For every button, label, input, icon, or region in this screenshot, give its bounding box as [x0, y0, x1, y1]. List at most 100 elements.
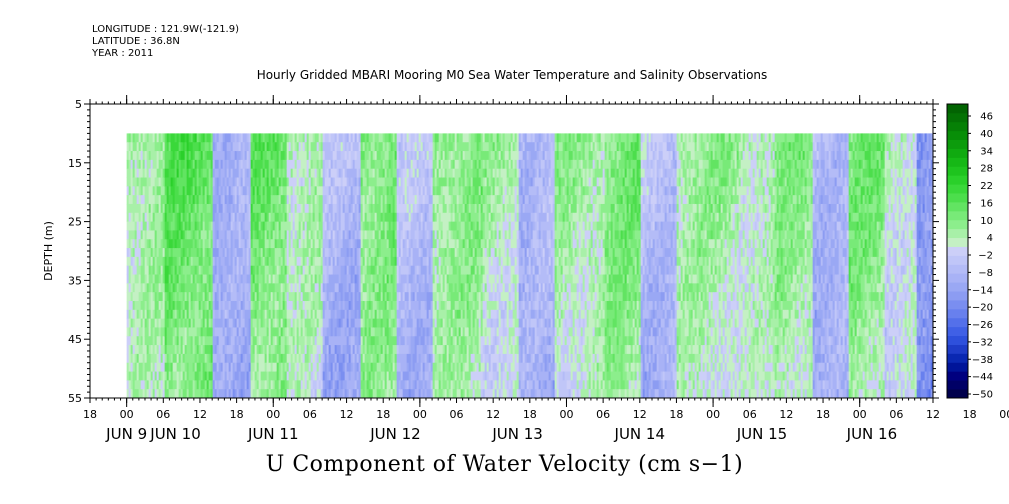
heatmap-cell	[366, 380, 370, 390]
heatmap-cell	[386, 336, 390, 346]
heatmap-cell	[126, 318, 130, 328]
heatmap-cell	[382, 230, 386, 240]
heatmap-cell	[296, 142, 300, 152]
heatmap-cell	[392, 195, 396, 205]
heatmap-cell	[142, 300, 146, 311]
heatmap-cell	[170, 345, 174, 355]
heatmap-cell	[408, 256, 412, 267]
heatmap-cell	[454, 309, 458, 320]
heatmap-cell	[256, 248, 260, 258]
heatmap-cell	[382, 203, 386, 214]
heatmap-cell	[202, 345, 206, 355]
heatmap-cell	[348, 221, 352, 231]
heatmap-cell	[140, 309, 144, 320]
heatmap-cell	[274, 230, 278, 240]
heatmap-cell	[254, 142, 258, 152]
heatmap-cell	[258, 300, 262, 311]
heatmap-cell	[168, 133, 172, 143]
heatmap-cell	[318, 248, 322, 258]
heatmap-cell	[252, 159, 256, 170]
heatmap-cell	[354, 336, 358, 346]
heatmap-cell	[160, 327, 164, 337]
heatmap-cell	[344, 212, 348, 223]
heatmap-cell	[126, 345, 130, 355]
heatmap-cell	[432, 248, 436, 258]
heatmap-cell	[156, 353, 160, 364]
heatmap-cell	[456, 265, 460, 276]
heatmap-cell	[312, 336, 316, 346]
heatmap-cell	[254, 195, 258, 205]
heatmap-cell	[192, 300, 196, 311]
heatmap-cell	[376, 274, 380, 284]
heatmap-cell	[406, 362, 410, 373]
heatmap-cell	[444, 274, 448, 284]
heatmap-cell	[350, 318, 354, 328]
heatmap-cell	[322, 300, 326, 311]
heatmap-cell	[166, 248, 170, 258]
heatmap-cell	[218, 274, 222, 284]
heatmap-cell	[258, 371, 262, 381]
heatmap-cell	[204, 380, 208, 390]
heatmap-cell	[180, 389, 184, 399]
heatmap-cell	[306, 300, 310, 311]
heatmap-cell	[410, 345, 414, 355]
heatmap-cell	[176, 309, 180, 320]
heatmap-cell	[200, 177, 204, 187]
heatmap-cell	[456, 195, 460, 205]
heatmap-cell	[238, 256, 242, 267]
heatmap-cell	[186, 142, 190, 152]
heatmap-cell	[402, 371, 406, 381]
heatmap-cell	[200, 353, 204, 364]
heatmap-cell	[382, 239, 386, 249]
heatmap-cell	[164, 212, 168, 223]
heatmap-cell	[240, 221, 244, 231]
heatmap-cell	[140, 177, 144, 187]
heatmap-cell	[418, 300, 422, 311]
heatmap-cell	[206, 309, 210, 320]
heatmap-cell	[254, 177, 258, 187]
heatmap-cell	[138, 292, 142, 302]
heatmap-cell	[404, 336, 408, 346]
heatmap-cell	[202, 327, 206, 337]
heatmap-cell	[142, 380, 146, 390]
heatmap-cell	[142, 327, 146, 337]
heatmap-cell	[404, 274, 408, 284]
heatmap-cell	[436, 300, 440, 311]
heatmap-cell	[386, 151, 390, 161]
heatmap-cell	[320, 283, 324, 293]
heatmap-cell	[220, 380, 224, 390]
heatmap-cell	[392, 327, 396, 337]
heatmap-cell	[354, 283, 358, 293]
heatmap-cell	[450, 265, 454, 276]
heatmap-cell	[234, 151, 238, 161]
heatmap-cell	[146, 195, 150, 205]
heatmap-cell	[448, 327, 452, 337]
heatmap-cell	[278, 283, 282, 293]
heatmap-cell	[210, 274, 214, 284]
heatmap-cell	[158, 371, 162, 381]
heatmap-cell	[158, 212, 162, 223]
heatmap-cell	[252, 318, 256, 328]
heatmap-cell	[178, 256, 182, 267]
heatmap-cell	[290, 203, 294, 214]
heatmap-cell	[348, 336, 352, 346]
heatmap-cell	[390, 159, 394, 170]
heatmap-cell	[142, 353, 146, 364]
heatmap-cell	[266, 283, 270, 293]
heatmap-cell	[262, 327, 266, 337]
heatmap-cell	[428, 318, 432, 328]
heatmap-cell	[152, 292, 156, 302]
heatmap-cell	[348, 362, 352, 373]
heatmap-cell	[338, 389, 342, 399]
heatmap-cell	[206, 265, 210, 276]
heatmap-cell	[246, 239, 250, 249]
heatmap-cell	[144, 256, 148, 267]
heatmap-cell	[202, 256, 206, 267]
heatmap-cell	[170, 300, 174, 311]
heatmap-cell	[410, 309, 414, 320]
heatmap-cell	[372, 159, 376, 170]
heatmap-cell	[288, 336, 292, 346]
heatmap-cell	[280, 353, 284, 364]
heatmap-cell	[266, 300, 270, 311]
heatmap-cell	[306, 292, 310, 302]
